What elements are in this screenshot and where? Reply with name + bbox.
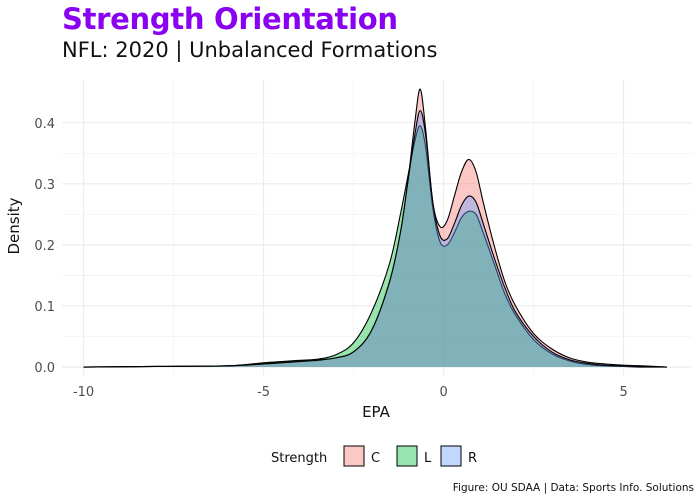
legend-key-R [440, 445, 462, 467]
y-tick-label: 0.2 [34, 239, 55, 254]
density-area-R [83, 110, 667, 368]
density-line-L [83, 125, 667, 368]
x-axis-ticks: -10 -5 0 5 [73, 385, 628, 400]
caption: Figure: OU SDAA | Data: Sports Info. Sol… [452, 482, 694, 494]
density-area-L [83, 125, 667, 368]
x-axis-title: EPA [362, 403, 391, 421]
minor-gridlines [62, 80, 692, 375]
density-line-R [83, 109, 667, 368]
x-tick-label: 5 [619, 385, 627, 400]
legend-title: Strength [271, 451, 327, 466]
chart-title: Strength Orientation [62, 2, 398, 36]
y-tick-label: 0.3 [34, 178, 55, 193]
x-tick-label: 0 [439, 385, 447, 400]
legend-label-C: C [371, 451, 380, 466]
y-tick-label: 0.0 [34, 361, 55, 376]
chart-subtitle: NFL: 2020 | Unbalanced Formations [62, 38, 438, 62]
legend: Strength C L R [271, 445, 477, 467]
legend-label-L: L [424, 451, 432, 466]
legend-label-R: R [468, 451, 477, 466]
major-gridlines [62, 80, 692, 375]
y-axis-title: Density [5, 197, 23, 254]
y-tick-label: 0.4 [34, 117, 55, 132]
y-tick-label: 0.1 [34, 300, 55, 315]
density-areas [83, 88, 667, 368]
x-tick-label: -5 [257, 385, 270, 400]
x-tick-label: -10 [73, 385, 94, 400]
legend-key-C [343, 445, 365, 467]
y-axis-ticks: 0.0 0.1 0.2 0.3 0.4 [34, 117, 55, 376]
legend-key-L [396, 445, 418, 467]
